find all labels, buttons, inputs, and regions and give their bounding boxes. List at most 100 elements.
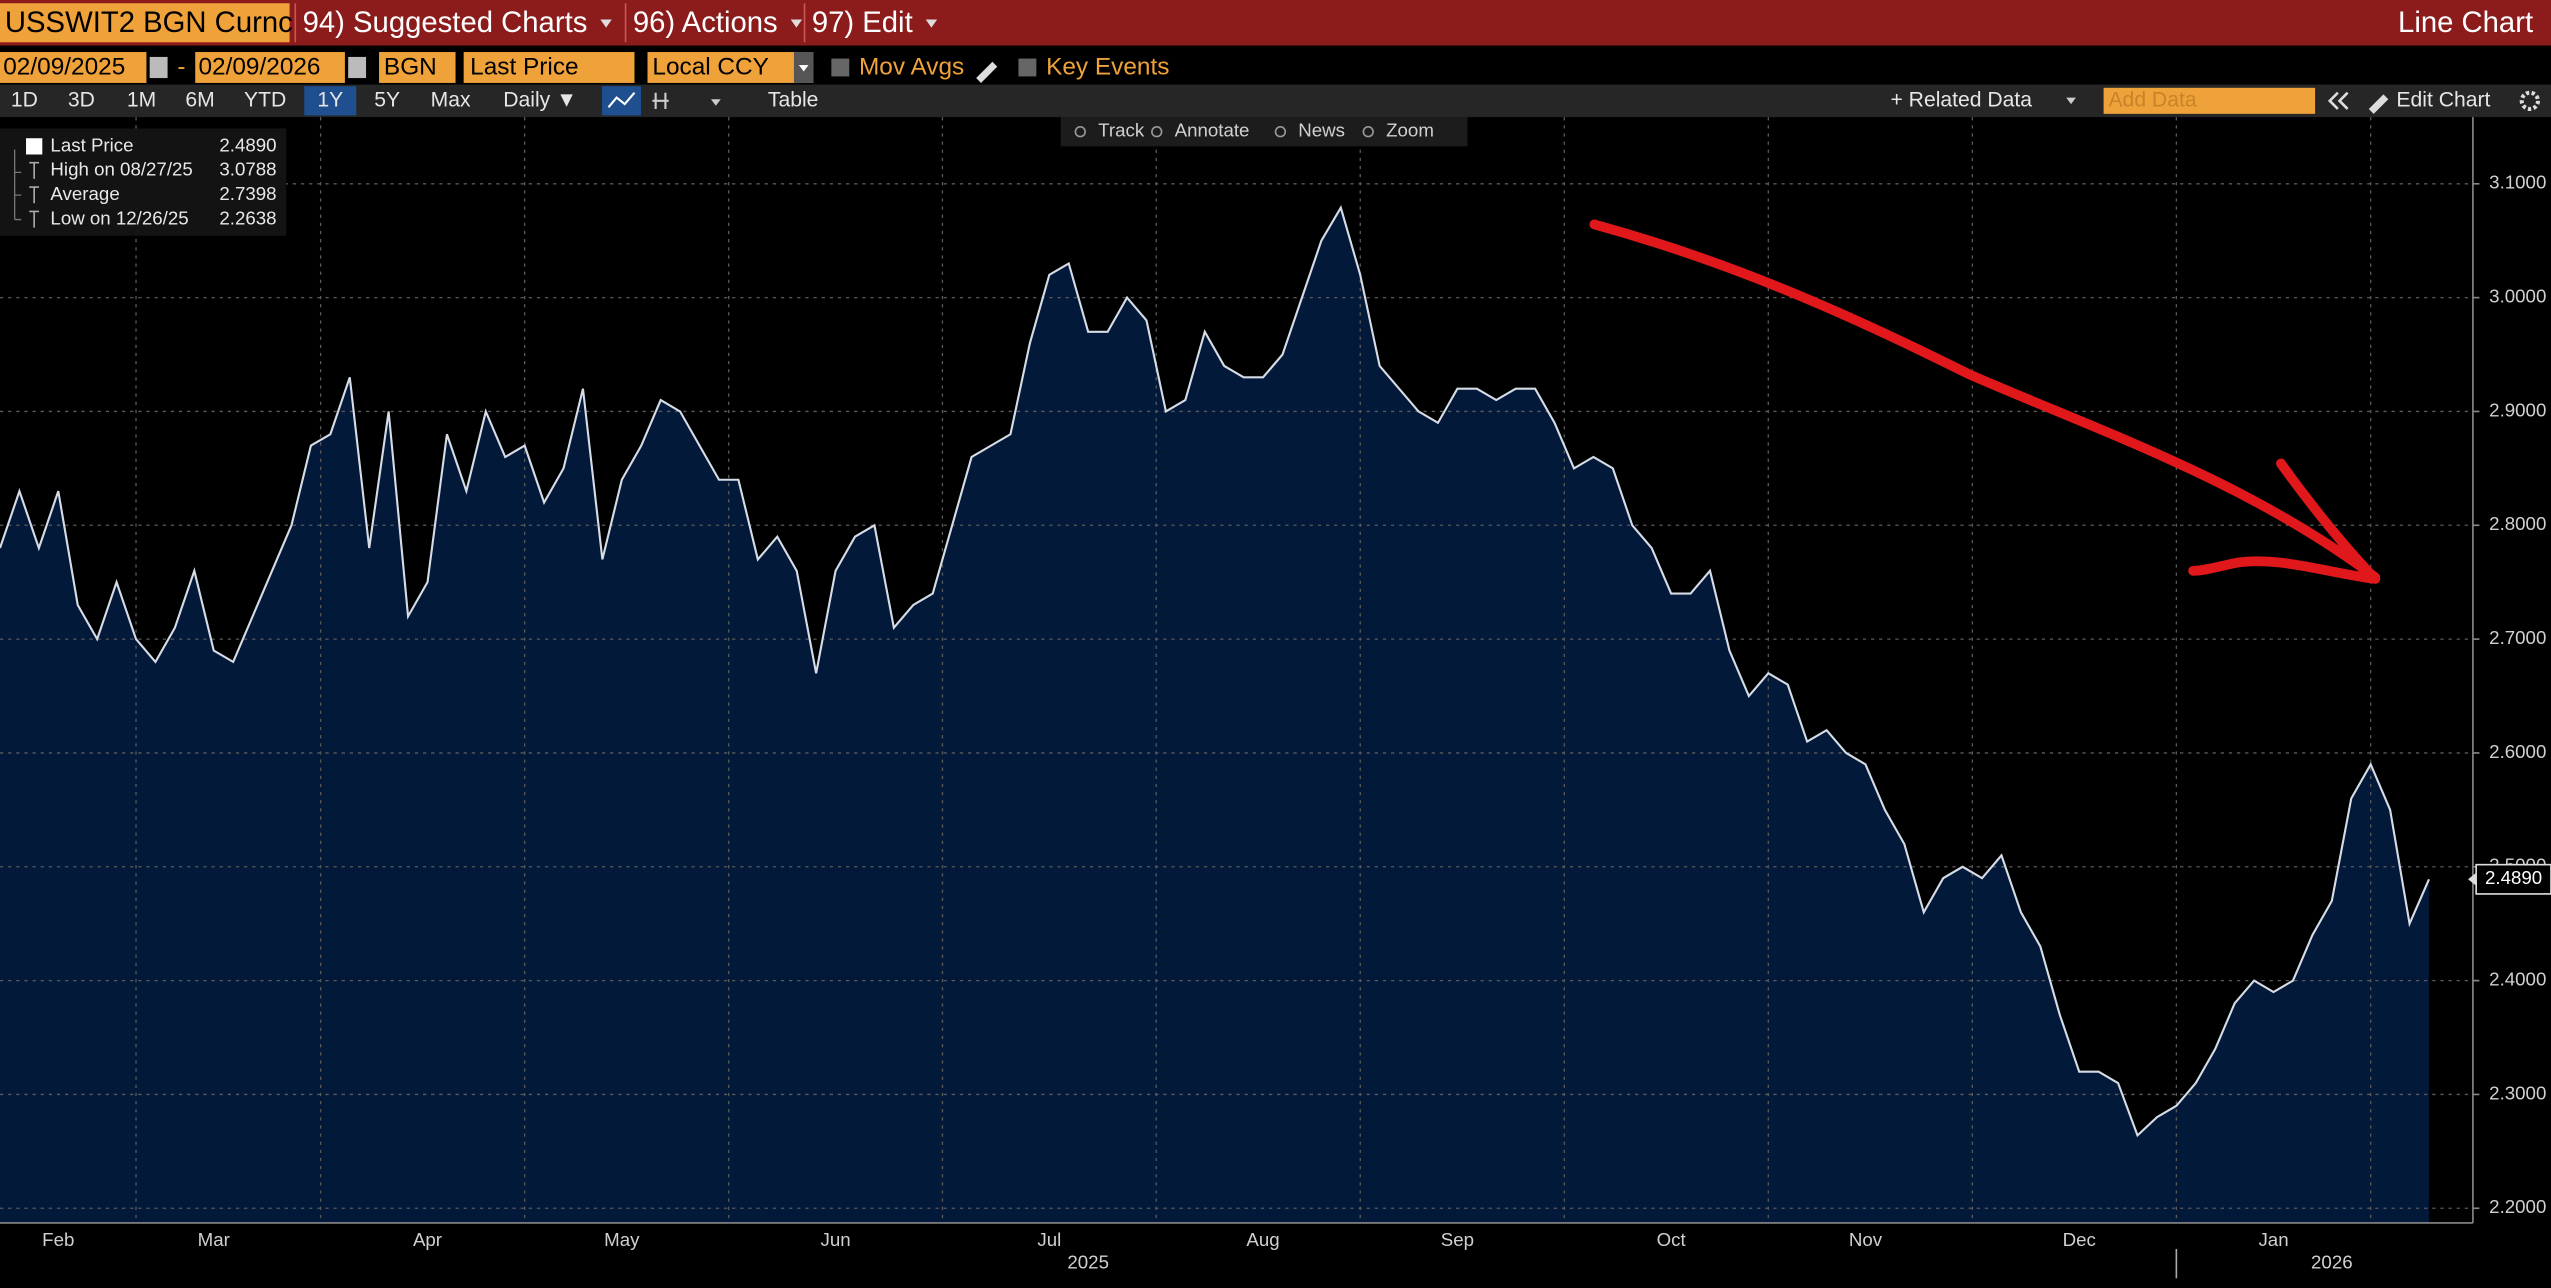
end-date: 02/09/2026 — [198, 54, 320, 81]
y-tick-label: 2.8000 — [2489, 513, 2546, 534]
dropdown-arrow — [925, 19, 938, 28]
y-tick-label: 2.6000 — [2489, 741, 2546, 762]
currency: Local CCY — [652, 54, 769, 81]
line-icon — [607, 92, 636, 109]
period-button[interactable]: YTD — [244, 88, 286, 111]
pencil-icon — [2368, 94, 2389, 114]
edit-chart[interactable]: Edit Chart — [2396, 88, 2490, 111]
legend-value: 3.0788 — [219, 159, 276, 180]
table-button[interactable]: Table — [768, 88, 819, 111]
calendar-icon — [348, 56, 367, 79]
line — [0, 205, 2430, 1138]
period-button[interactable]: 1Y — [317, 88, 343, 111]
title-bar — [0, 0, 2551, 46]
related-data[interactable]: + Related Data — [1890, 88, 2032, 111]
legend-value: 2.4890 — [219, 134, 276, 155]
legend-swatch — [26, 138, 43, 155]
plot-area: 2.20002.30002.40002.50002.60002.70002.80… — [0, 117, 2551, 1279]
security: USSWIT2 BGN Curnc — [5, 7, 293, 39]
x-tick-label: Jan — [2258, 1229, 2288, 1250]
field-select[interactable] — [463, 52, 635, 83]
dropdown-arrow — [2066, 97, 2076, 105]
dropdown-arrow — [790, 19, 803, 28]
period-button[interactable]: Daily ▼ — [503, 88, 577, 111]
legend-name: Low on 12/26/25 — [50, 207, 188, 228]
gear-icon[interactable] — [2519, 90, 2541, 111]
menu[interactable]: 97) Edit — [812, 7, 913, 39]
legend-name: High on 08/27/25 — [50, 159, 192, 180]
start-date: 02/09/2025 — [3, 54, 125, 81]
x-tick-label: Jul — [1037, 1229, 1061, 1250]
dropdown-arrow — [798, 65, 809, 72]
legend-name: Average — [50, 183, 119, 204]
legend-icon — [29, 186, 40, 204]
x-tick-label: Oct — [1657, 1229, 1687, 1250]
dropdown-arrow — [600, 19, 612, 28]
checkbox[interactable] — [831, 58, 850, 77]
tool-icon — [1274, 126, 1287, 138]
end-field[interactable] — [195, 52, 345, 83]
start-field[interactable] — [0, 52, 147, 83]
period-button[interactable]: 5Y — [374, 88, 400, 111]
active-period — [304, 86, 357, 116]
tool-icon — [1151, 126, 1163, 138]
period-button[interactable]: 1M — [127, 88, 156, 111]
legend-tree — [13, 149, 22, 221]
collapse-icon[interactable] — [2327, 91, 2349, 110]
add-data-field[interactable] — [2103, 87, 2316, 114]
y-tick-label: 2.4000 — [2489, 969, 2546, 990]
calendar-icon — [149, 56, 168, 79]
legend-icon — [29, 210, 40, 228]
x-tick-label: Jun — [820, 1229, 850, 1250]
x-tick-label: Mar — [198, 1229, 230, 1250]
period-button[interactable]: Max — [431, 88, 471, 111]
legend-value: 2.7398 — [219, 183, 276, 204]
red-arrow — [1589, 219, 2381, 583]
y-tick-label: 2.3000 — [2489, 1082, 2546, 1103]
bar-icon — [652, 92, 669, 109]
red-arrowhead — [2188, 458, 2381, 584]
tool-icon — [1074, 126, 1086, 138]
chart-tool[interactable]: Track — [1098, 120, 1145, 141]
x-tick-label: Feb — [42, 1229, 74, 1250]
chart-tool[interactable]: Zoom — [1386, 120, 1434, 141]
currency-select[interactable] — [647, 52, 814, 83]
x-tick-label: May — [604, 1229, 640, 1250]
annotation — [1589, 219, 2381, 584]
legend-value: 2.2638 — [219, 207, 276, 228]
legend-name: Last Price — [50, 134, 133, 155]
y-tick-label: 3.1000 — [2489, 172, 2546, 193]
period-button[interactable]: 1D — [11, 88, 38, 111]
chart-tool[interactable]: Annotate — [1175, 120, 1250, 141]
chart-tool[interactable]: News — [1298, 120, 1345, 141]
security-field[interactable] — [0, 3, 290, 43]
source-field[interactable] — [379, 52, 456, 83]
x-tick-label: Aug — [1246, 1229, 1279, 1250]
price-tag — [2475, 863, 2551, 895]
price-tag-pointer — [2468, 872, 2477, 886]
dropdown-arrow — [710, 99, 721, 106]
y-tick-label: 2.7000 — [2489, 627, 2546, 648]
period-button[interactable]: 6M — [185, 88, 214, 111]
period-button[interactable]: 3D — [68, 88, 95, 111]
year-label: 2026 — [2311, 1252, 2353, 1273]
menu-separator — [294, 3, 297, 43]
menu[interactable]: 96) Actions — [633, 7, 778, 39]
option: Key Events — [1046, 54, 1169, 81]
source: BGN — [384, 54, 437, 81]
y-tick-label: 2.2000 — [2489, 1196, 2546, 1217]
chart-tools — [1060, 117, 1468, 147]
x-tick-label: Apr — [413, 1229, 442, 1250]
tool-icon — [1362, 126, 1374, 138]
menu[interactable]: 94) Suggested Charts — [303, 7, 588, 39]
menu-separator — [624, 3, 627, 43]
legend-box — [0, 128, 287, 236]
menu-separator — [803, 3, 806, 43]
x-tick-label: Dec — [2063, 1229, 2096, 1250]
separator: - — [177, 54, 185, 81]
area — [0, 207, 2429, 1223]
price-tag-label: 2.4890 — [2485, 867, 2542, 888]
x-tick-label: Nov — [1849, 1229, 1883, 1250]
checkbox[interactable] — [1018, 58, 1037, 77]
x-tick-label: Sep — [1441, 1229, 1474, 1250]
